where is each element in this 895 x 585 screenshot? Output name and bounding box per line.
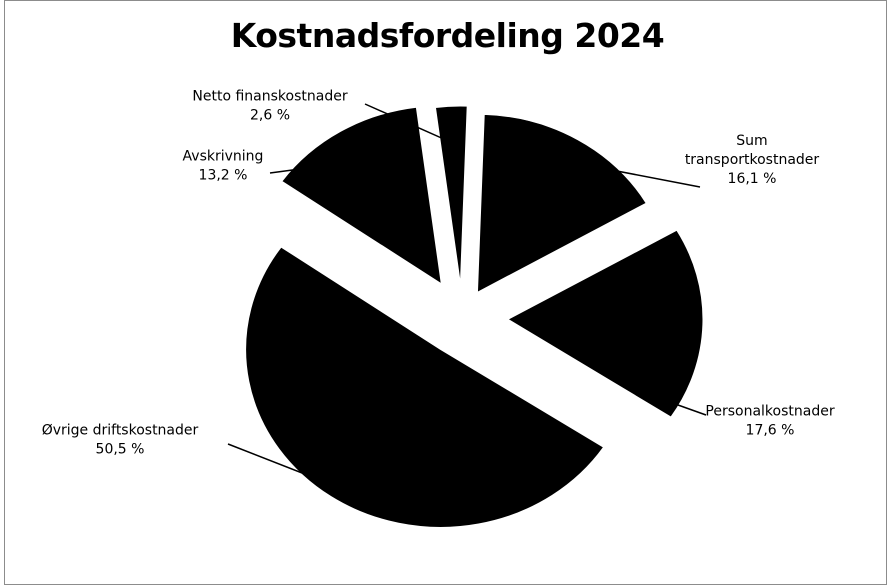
slice-label: Personalkostnader 17,6 % [705, 404, 834, 439]
pie-slices [245, 105, 704, 528]
pie-slice [434, 105, 468, 285]
slice-label: Netto finanskostnader 2,6 % [192, 89, 347, 124]
pie-slice [245, 246, 605, 528]
slice-value-label: 2,6 % [250, 108, 290, 124]
leader-line [364, 103, 456, 145]
slice-name-label: transportkostnader [685, 152, 820, 168]
chart-title: Kostnadsfordeling 2024 [230, 16, 665, 55]
pie-slice [281, 106, 442, 285]
pie-slice [506, 229, 704, 418]
slice-label: Øvrige driftskostnader 50,5 % [42, 423, 199, 458]
slice-value-label: 13,2 % [199, 168, 248, 184]
pie-slice [476, 113, 647, 294]
slice-value-label: 16,1 % [728, 171, 777, 187]
slice-value-label: 17,6 % [746, 423, 795, 439]
leader-line [269, 162, 346, 174]
slice-name-label: Øvrige driftskostnader [42, 423, 199, 439]
slice-name-label: Netto finanskostnader [192, 89, 347, 105]
slice-name-label: Sum [736, 133, 767, 149]
slice-name-label: Avskrivning [183, 149, 264, 165]
leader-line [227, 443, 321, 481]
leader-line [649, 394, 707, 416]
leader-lines [227, 103, 707, 481]
slice-labels: Sum transportkostnader 16,1 % Personalkostn… [42, 89, 835, 458]
slice-name-label: Personalkostnader [705, 404, 834, 420]
slice-label: Avskrivning 13,2 % [183, 149, 264, 184]
slice-value-label: 50,5 % [96, 442, 145, 458]
leader-line [569, 161, 701, 188]
slice-label: Sum transportkostnader 16,1 % [685, 133, 820, 187]
